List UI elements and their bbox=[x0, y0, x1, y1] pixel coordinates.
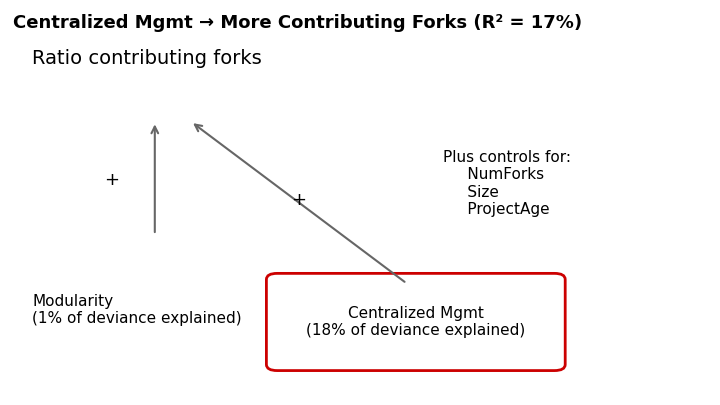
Text: Modularity
(1% of deviance explained): Modularity (1% of deviance explained) bbox=[32, 294, 242, 326]
Text: +: + bbox=[104, 171, 119, 189]
Text: +: + bbox=[292, 192, 306, 209]
Text: Centralized Mgmt
(18% of deviance explained): Centralized Mgmt (18% of deviance explai… bbox=[306, 306, 526, 338]
FancyBboxPatch shape bbox=[266, 273, 565, 371]
Text: Plus controls for:
     NumForks
     Size
     ProjectAge: Plus controls for: NumForks Size Project… bbox=[443, 150, 571, 217]
Text: Centralized Mgmt → More Contributing Forks (R² = 17%): Centralized Mgmt → More Contributing For… bbox=[13, 14, 582, 32]
Text: Ratio contributing forks: Ratio contributing forks bbox=[32, 49, 262, 68]
